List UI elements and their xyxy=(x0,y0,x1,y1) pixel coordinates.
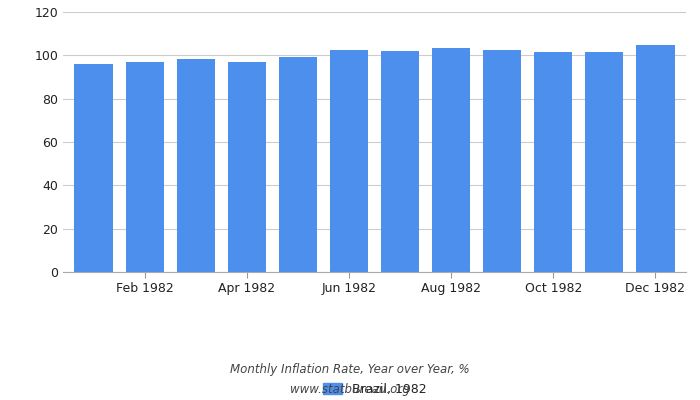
Bar xyxy=(125,62,164,272)
Bar xyxy=(74,64,113,272)
Bar xyxy=(585,52,624,272)
Bar xyxy=(534,52,573,272)
Bar xyxy=(432,48,470,272)
Bar xyxy=(279,57,317,272)
Text: Monthly Inflation Rate, Year over Year, %: Monthly Inflation Rate, Year over Year, … xyxy=(230,364,470,376)
Bar xyxy=(381,50,419,272)
Bar xyxy=(228,62,266,272)
Text: www.statbureau.org: www.statbureau.org xyxy=(290,384,410,396)
Bar xyxy=(330,50,368,272)
Bar xyxy=(483,50,522,272)
Legend: Brazil, 1982: Brazil, 1982 xyxy=(318,378,431,400)
Bar xyxy=(636,45,675,272)
Bar xyxy=(176,59,215,272)
